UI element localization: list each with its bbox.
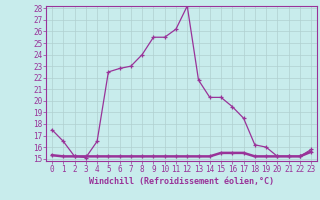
X-axis label: Windchill (Refroidissement éolien,°C): Windchill (Refroidissement éolien,°C) [89, 177, 274, 186]
